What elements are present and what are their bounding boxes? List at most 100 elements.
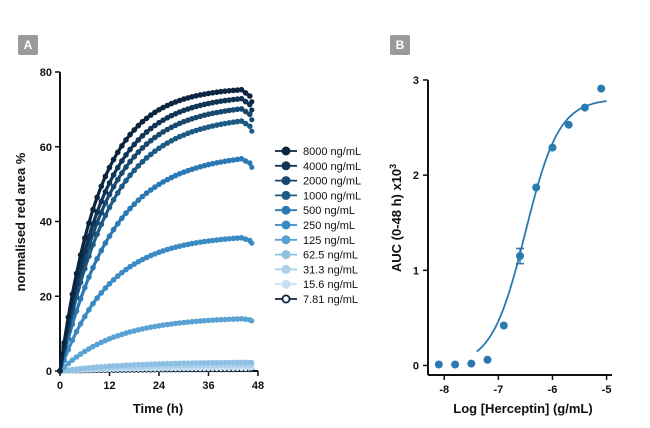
- chart-a-data-point: [65, 360, 72, 367]
- chart-a-series-4: [57, 156, 255, 374]
- chart-a-data-point: [73, 270, 80, 277]
- chart-a-data-point: [148, 187, 154, 193]
- legend-label: 62.5 ng/mL: [303, 250, 358, 262]
- chart-a-data-point: [152, 122, 158, 129]
- chart-a-data-point: [127, 205, 133, 212]
- chart-a-data-point: [110, 172, 117, 178]
- chart-a-data-point: [131, 201, 138, 207]
- chart-a-data-point: [110, 277, 117, 283]
- chart-a-data-point: [238, 86, 245, 93]
- legend-item: 15.6 ng/mL: [275, 279, 358, 291]
- chart-a-data-point: [127, 172, 133, 179]
- chart-a-series: [57, 86, 255, 374]
- chart-a-data-point: [65, 314, 72, 321]
- chart-a-data-point: [152, 184, 158, 190]
- chart-a-end-point: [249, 164, 255, 170]
- chart-a-data-point: [139, 118, 146, 125]
- chart-a-series-0: [57, 86, 255, 374]
- chart-a-data-point: [156, 107, 162, 113]
- chart-a-data-point: [131, 141, 138, 148]
- chart-a-data-point: [164, 140, 171, 146]
- chart-a-data-point: [102, 212, 109, 219]
- chart-a-data-point: [152, 109, 158, 116]
- legend-item: 125 ng/mL: [275, 235, 355, 247]
- legend-swatch-marker: [281, 220, 291, 230]
- chart-a-data-point: [143, 141, 150, 147]
- chart-a-data-point: [135, 197, 142, 203]
- legend-item: 500 ng/mL: [275, 205, 355, 217]
- chart-a-end-point: [249, 117, 255, 123]
- chart-a-data-point: [73, 354, 80, 360]
- legend-item: 250 ng/mL: [275, 220, 355, 232]
- chart-a-data-point: [143, 155, 150, 161]
- chart-a-series-5: [57, 235, 255, 374]
- chart-a-data-point: [119, 269, 125, 276]
- chart-a-y-tick-label: 20: [40, 291, 52, 303]
- chart-a-data-point: [102, 240, 109, 246]
- chart-a-data-point: [123, 177, 129, 184]
- chart-a-data-point: [148, 112, 154, 118]
- chart-a-y-tick-label: 0: [46, 366, 52, 378]
- chart-a-data-point: [106, 233, 113, 239]
- chart-a-data-point: [98, 290, 105, 296]
- chart-a-data-point: [82, 313, 88, 320]
- chart-a-data-point: [94, 194, 100, 201]
- chart-a-data-point: [90, 206, 96, 213]
- legend-swatch-marker: [281, 264, 291, 274]
- chart-a-x-tick-label: 12: [103, 380, 115, 392]
- chart-a-data-point: [98, 198, 105, 205]
- chart-a-y-tick-label: 60: [40, 142, 52, 154]
- legend-swatch-marker: [281, 161, 291, 171]
- chart-a-data-point: [115, 190, 121, 196]
- chart-a-data-point: [123, 137, 129, 143]
- chart-a-data-point: [135, 163, 142, 169]
- chart-a-data-point: [131, 261, 138, 267]
- chart-a-data-point: [77, 321, 84, 327]
- chart-a-data-point: [115, 220, 121, 227]
- chart-a-data-point: [242, 120, 249, 127]
- chart-a-end-point: [249, 240, 255, 246]
- legend-label: 1000 ng/mL: [303, 190, 361, 202]
- chart-a-data-point: [102, 173, 109, 180]
- chart-a-data-point: [152, 134, 158, 141]
- panel-a-label: A: [18, 35, 38, 55]
- chart-a-data-point: [73, 328, 80, 335]
- chart-a-end-point: [249, 318, 255, 324]
- chart-a-x-axis-title: Time (h): [133, 401, 183, 416]
- chart-a-data-point: [90, 300, 96, 307]
- chart-a-data-point: [238, 156, 245, 162]
- chart-a-data-point: [106, 204, 113, 211]
- chart-a-data-point: [86, 346, 92, 352]
- chart-a-end-point: [249, 128, 255, 134]
- legend-swatch-marker: [281, 176, 291, 186]
- chart-a-data-point: [156, 145, 162, 152]
- chart-a-series-1: [57, 95, 255, 374]
- chart-a-data-point: [127, 146, 133, 153]
- legend-item: 62.5 ng/mL: [275, 250, 358, 262]
- chart-a-data-point: [160, 117, 166, 123]
- chart-a-data-point: [115, 149, 121, 156]
- chart-a-series-2: [57, 106, 255, 374]
- chart-a-x-tick-label: 0: [57, 380, 63, 392]
- chart-a-data-point: [57, 368, 63, 374]
- legend-item: 1000 ng/mL: [275, 190, 361, 202]
- chart-a-data-point: [110, 156, 117, 163]
- chart-a-data-point: [119, 143, 125, 149]
- chart-a-data-point: [119, 215, 125, 221]
- chart-a-data-point: [119, 158, 125, 164]
- legend-label: 125 ng/mL: [303, 235, 355, 247]
- chart-a-data-point: [242, 158, 249, 164]
- legend-label: 31.3 ng/mL: [303, 264, 358, 276]
- chart-a-data-point: [77, 252, 84, 258]
- chart-a-data-point: [86, 274, 92, 281]
- chart-a-data-point: [160, 129, 166, 135]
- chart-a-data-point: [139, 193, 146, 200]
- chart-a-x-tick-label: 24: [153, 380, 166, 392]
- chart-a-data-point: [247, 160, 253, 166]
- chart-a-data-point: [115, 273, 121, 279]
- chart-a-data-point: [110, 226, 117, 233]
- chart-a-x-tick-label: 36: [202, 380, 214, 392]
- chart-a-data-point: [131, 127, 138, 133]
- chart-a-data-point: [135, 149, 142, 155]
